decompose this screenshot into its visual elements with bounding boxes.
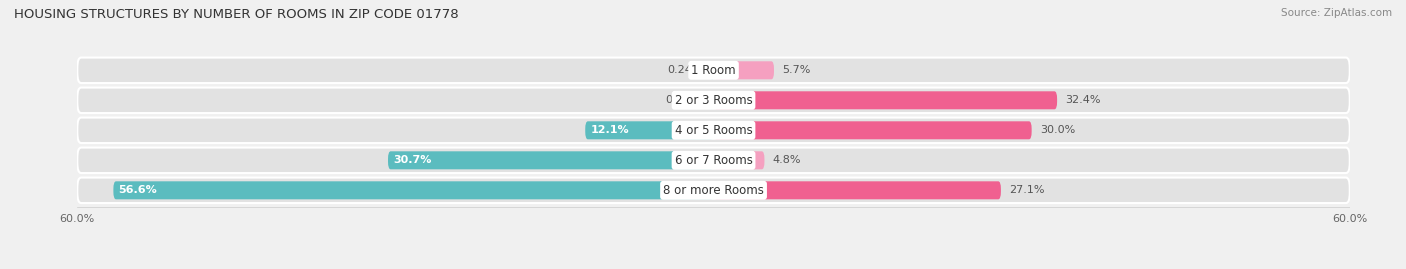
FancyBboxPatch shape [77, 118, 1350, 143]
Text: Source: ZipAtlas.com: Source: ZipAtlas.com [1281, 8, 1392, 18]
FancyBboxPatch shape [77, 178, 1350, 203]
Text: 6 or 7 Rooms: 6 or 7 Rooms [675, 154, 752, 167]
Text: 30.7%: 30.7% [394, 155, 432, 165]
Text: 1 Room: 1 Room [692, 64, 735, 77]
FancyBboxPatch shape [114, 181, 714, 199]
FancyBboxPatch shape [714, 151, 765, 169]
FancyBboxPatch shape [585, 121, 714, 139]
FancyBboxPatch shape [77, 148, 1350, 173]
Text: 0.43%: 0.43% [665, 95, 700, 105]
FancyBboxPatch shape [714, 181, 1001, 199]
Text: 0.24%: 0.24% [666, 65, 703, 75]
FancyBboxPatch shape [714, 121, 1032, 139]
Text: 5.7%: 5.7% [783, 65, 811, 75]
Text: 27.1%: 27.1% [1010, 185, 1045, 195]
Text: 12.1%: 12.1% [591, 125, 628, 135]
FancyBboxPatch shape [77, 87, 1350, 113]
Text: 32.4%: 32.4% [1066, 95, 1101, 105]
Text: HOUSING STRUCTURES BY NUMBER OF ROOMS IN ZIP CODE 01778: HOUSING STRUCTURES BY NUMBER OF ROOMS IN… [14, 8, 458, 21]
FancyBboxPatch shape [711, 61, 714, 79]
Text: 4.8%: 4.8% [773, 155, 801, 165]
FancyBboxPatch shape [709, 91, 714, 109]
FancyBboxPatch shape [714, 91, 1057, 109]
FancyBboxPatch shape [77, 58, 1350, 83]
Text: 30.0%: 30.0% [1040, 125, 1076, 135]
Text: 56.6%: 56.6% [118, 185, 157, 195]
FancyBboxPatch shape [714, 61, 773, 79]
Text: 8 or more Rooms: 8 or more Rooms [664, 184, 763, 197]
Text: 2 or 3 Rooms: 2 or 3 Rooms [675, 94, 752, 107]
FancyBboxPatch shape [388, 151, 714, 169]
Text: 4 or 5 Rooms: 4 or 5 Rooms [675, 124, 752, 137]
